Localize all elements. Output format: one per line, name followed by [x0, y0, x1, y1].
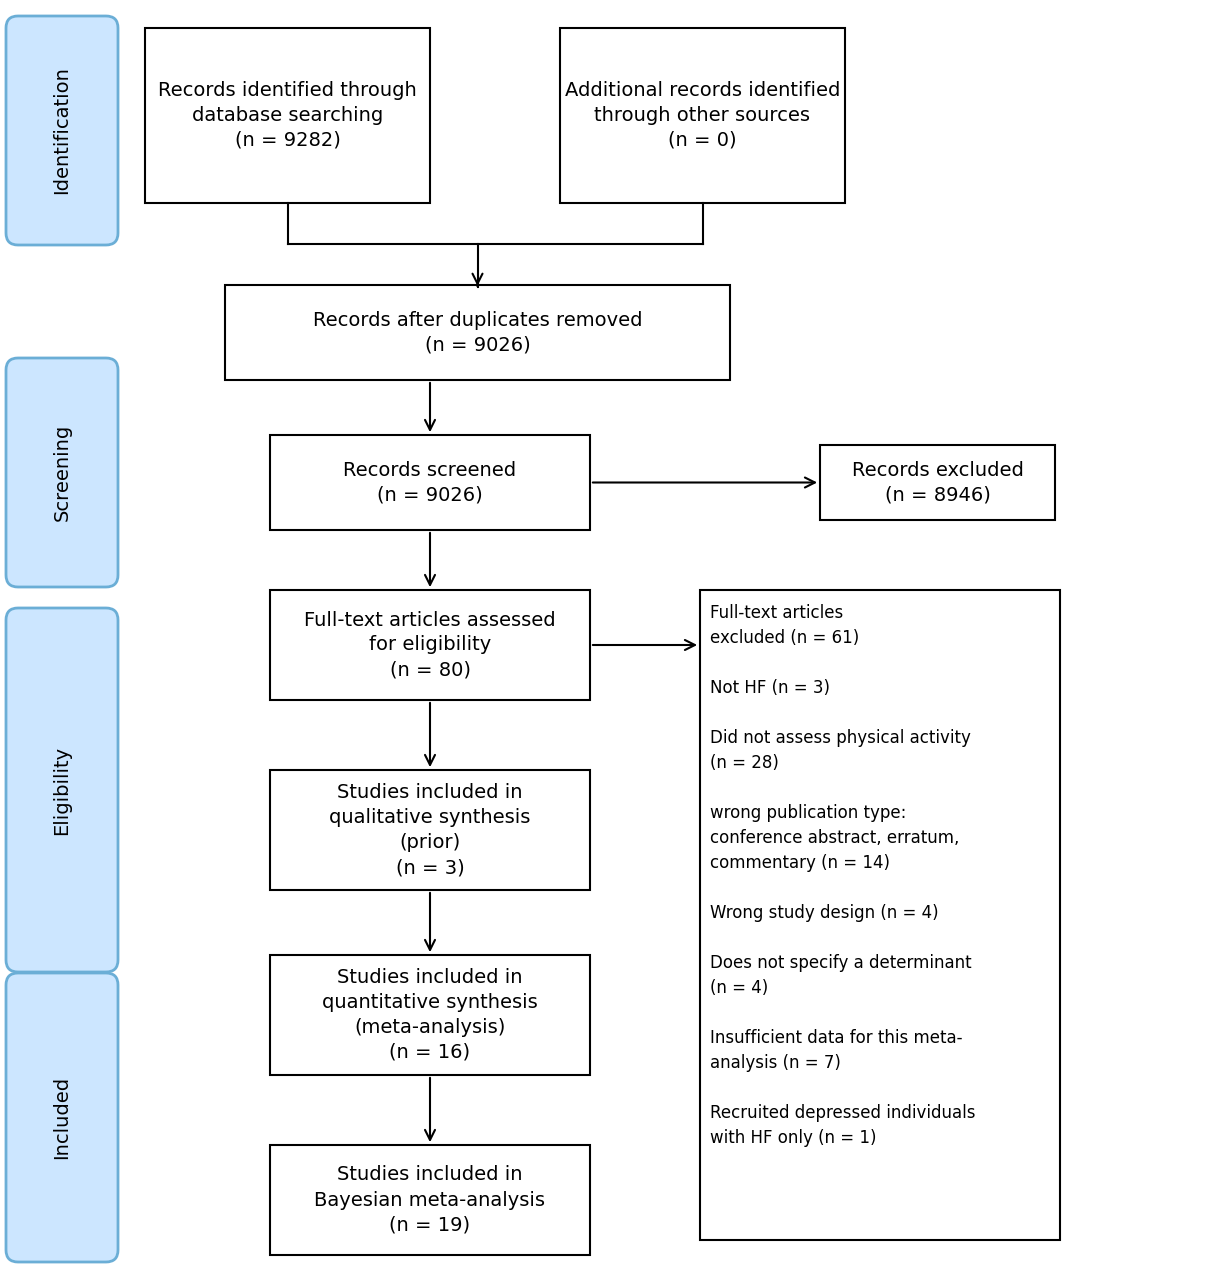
Text: Full-text articles assessed
for eligibility
(n = 80): Full-text articles assessed for eligibil…: [305, 611, 556, 680]
Bar: [271, 590, 590, 700]
Text: Studies included in
quantitative synthesis
(meta-analysis)
(n = 16): Studies included in quantitative synthes…: [322, 968, 537, 1062]
Text: Full-text articles
excluded (n = 61)

Not HF (n = 3)

Did not assess physical ac: Full-text articles excluded (n = 61) Not…: [710, 604, 976, 1147]
Bar: [271, 1146, 590, 1254]
Bar: [271, 771, 590, 890]
FancyBboxPatch shape: [6, 973, 118, 1262]
Text: Records identified through
database searching
(n = 9282): Records identified through database sear…: [158, 81, 417, 150]
Bar: [820, 445, 1055, 520]
FancyBboxPatch shape: [6, 608, 118, 972]
Text: Eligibility: Eligibility: [53, 745, 71, 835]
Text: Included: Included: [53, 1076, 71, 1160]
FancyBboxPatch shape: [6, 358, 118, 588]
Text: Records after duplicates removed
(n = 9026): Records after duplicates removed (n = 90…: [313, 311, 643, 355]
Text: Records excluded
(n = 8946): Records excluded (n = 8946): [852, 461, 1023, 504]
Bar: [225, 285, 730, 380]
Text: Records screened
(n = 9026): Records screened (n = 9026): [344, 461, 517, 504]
Text: Additional records identified
through other sources
(n = 0): Additional records identified through ot…: [564, 81, 840, 150]
Text: Screening: Screening: [53, 424, 71, 521]
Bar: [700, 590, 1060, 1240]
Bar: [144, 28, 430, 204]
Bar: [271, 955, 590, 1075]
FancyBboxPatch shape: [6, 15, 118, 244]
Bar: [561, 28, 845, 204]
Text: Studies included in
qualitative synthesis
(prior)
(n = 3): Studies included in qualitative synthesi…: [329, 783, 531, 877]
Text: Studies included in
Bayesian meta-analysis
(n = 19): Studies included in Bayesian meta-analys…: [315, 1166, 546, 1234]
Bar: [271, 435, 590, 530]
Text: Identification: Identification: [53, 67, 71, 195]
